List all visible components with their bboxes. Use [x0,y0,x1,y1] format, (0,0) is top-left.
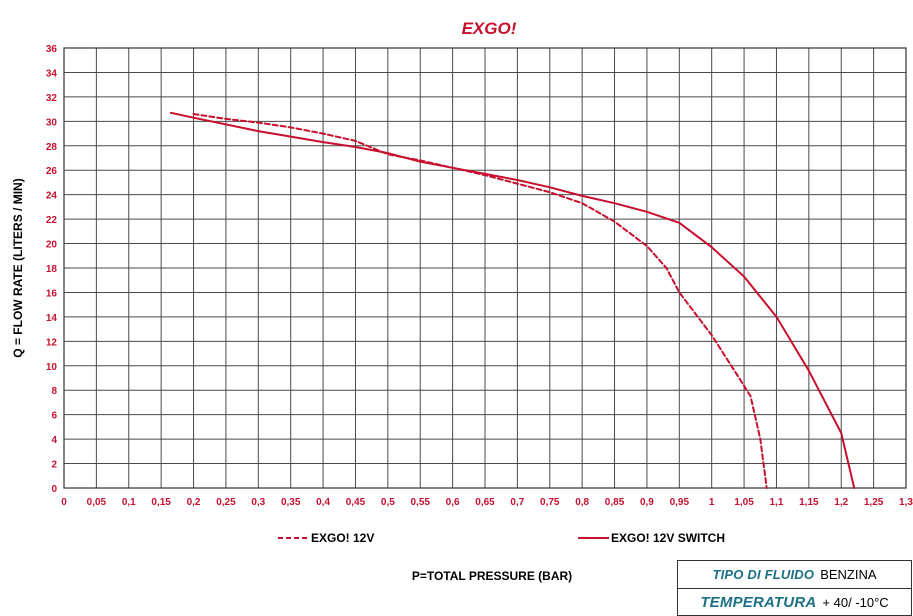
series-layer [169,111,856,489]
x-tick-label: 0,75 [540,497,560,508]
y-tick-label: 28 [46,142,58,153]
x-tick-label: 0,3 [251,497,265,508]
x-tick-label: 0,15 [151,497,171,508]
info-key-temperature: TEMPERATURA [700,593,817,611]
x-tick-label: 0,2 [187,497,201,508]
info-row-fluid-type: TIPO DI FLUIDO BENZINA [678,561,911,588]
legend-label-exgo-12v: EXGO! 12V [311,531,374,545]
x-tick-label: 1,25 [864,497,884,508]
plot-frame [63,47,907,489]
x-axis-label: P=TOTAL PRESSURE (BAR) [412,569,572,583]
info-row-temperature: TEMPERATURA + 40/ -10°C [678,588,911,615]
y-tick-label: 32 [46,93,58,104]
x-tick-label: 0,25 [216,497,236,508]
y-tick-label: 22 [46,215,58,226]
y-tick-label: 16 [46,288,58,299]
chart-title: EXGO! [462,19,517,38]
y-axis-label: Q = FLOW RATE (LITERS / MIN) [11,178,25,357]
y-tick-label: 10 [46,362,58,373]
y-tick-label: 12 [46,337,58,348]
y-tick-label: 36 [46,44,58,55]
info-key-fluid-type: TIPO DI FLUIDO [712,567,815,582]
info-value-temperature: + 40/ -10°C [822,594,889,610]
y-tick-label: 2 [51,460,57,471]
info-value-fluid-type: BENZINA [820,567,877,582]
y-tick-label: 26 [46,166,58,177]
x-tick-label: 0,45 [346,497,366,508]
x-tick-label: 1,3 [899,497,913,508]
y-tick-label: 20 [46,240,58,251]
y-tick-label: 6 [51,411,57,422]
x-tick-label: 0,8 [575,497,589,508]
x-tick-label: 1,05 [734,497,754,508]
x-tick-label: 0,4 [316,497,330,508]
y-tick-label: 8 [51,386,57,397]
legend: EXGO! 12V EXGO! 12V SWITCH [278,531,725,545]
grid-lines [64,48,906,488]
y-tick-label: 0 [51,484,57,495]
x-tick-labels: 0 0,05 0,1 0,15 0,2 0,25 0,3 0,35 0,4 0,45 0,5 0,55… [61,497,913,508]
x-tick-label: 0,85 [605,497,625,508]
y-tick-label: 14 [46,313,58,324]
x-tick-label: 0,95 [670,497,690,508]
legend-label-exgo-12v-switch: EXGO! 12V SWITCH [611,531,725,545]
x-tick-label: 0,5 [381,497,395,508]
x-tick-label: 0,6 [446,497,460,508]
x-tick-label: 0,05 [87,497,107,508]
y-tick-label: 30 [46,117,58,128]
x-tick-label: 0,9 [640,497,654,508]
x-tick-label: 0,7 [510,497,524,508]
x-tick-label: 1,2 [834,497,848,508]
x-tick-label: 0,65 [475,497,495,508]
info-table: TIPO DI FLUIDO BENZINA TEMPERATURA + 40/… [677,560,912,616]
x-tick-label: 0,35 [281,497,301,508]
y-tick-label: 4 [51,435,57,446]
series-line-exgo-12v [192,113,768,489]
series-line-exgo-12v-switch [169,111,856,489]
x-tick-label: 0 [61,497,67,508]
x-tick-label: 0,55 [410,497,430,508]
x-tick-label: 1,1 [770,497,784,508]
x-tick-label: 0,1 [122,497,136,508]
y-tick-label: 18 [46,264,58,275]
y-tick-label: 24 [46,191,58,202]
x-tick-label: 1,15 [799,497,819,508]
x-tick-label: 1 [709,497,715,508]
y-tick-label: 34 [46,68,58,79]
